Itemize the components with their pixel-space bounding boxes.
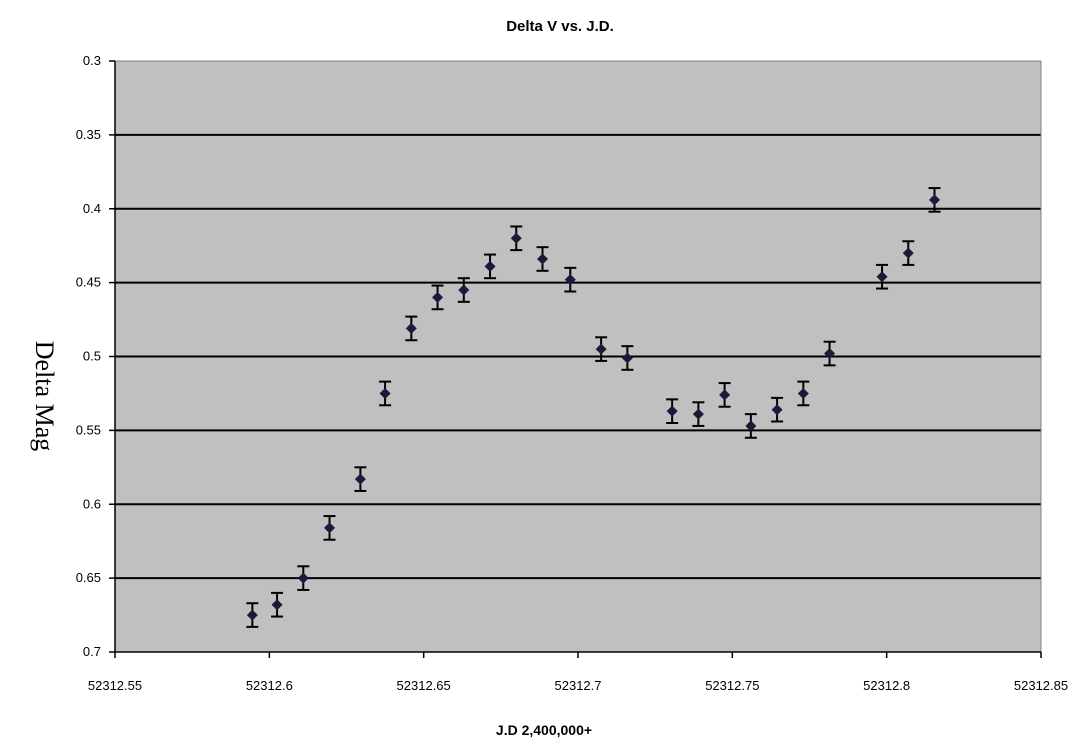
data-point bbox=[823, 340, 836, 367]
data-point bbox=[271, 591, 284, 618]
diamond-marker bbox=[902, 247, 914, 259]
diamond-marker bbox=[824, 348, 836, 360]
diamond-marker bbox=[595, 343, 607, 355]
chart-title: Delta V vs. J.D. bbox=[506, 18, 614, 35]
data-point bbox=[876, 263, 889, 290]
diamond-marker bbox=[771, 404, 783, 416]
diamond-marker bbox=[297, 572, 309, 584]
data-point bbox=[405, 315, 418, 342]
diamond-marker bbox=[621, 352, 633, 364]
x-tick-label: 52312.8 bbox=[863, 678, 910, 693]
data-point bbox=[297, 565, 310, 591]
x-tick-label: 52312.6 bbox=[246, 678, 293, 693]
diamond-marker bbox=[484, 260, 496, 272]
x-tick-label: 52312.85 bbox=[1014, 678, 1068, 693]
diamond-marker bbox=[405, 322, 417, 334]
data-point bbox=[431, 284, 444, 311]
diamond-marker bbox=[692, 408, 704, 420]
y-tick-label: 0.5 bbox=[83, 349, 101, 364]
y-axis-label: Delta Mag bbox=[30, 341, 59, 451]
y-tick-label: 0.35 bbox=[76, 127, 101, 142]
data-point bbox=[744, 413, 757, 439]
data-point bbox=[666, 398, 679, 424]
y-tick-label: 0.45 bbox=[76, 275, 101, 290]
data-point bbox=[457, 277, 470, 303]
diamond-marker bbox=[271, 599, 283, 611]
data-point bbox=[902, 240, 915, 266]
diamond-marker bbox=[432, 291, 444, 303]
y-tick-label: 0.6 bbox=[83, 496, 101, 511]
data-point bbox=[928, 187, 941, 213]
y-tick-label: 0.7 bbox=[83, 644, 101, 659]
data-point bbox=[621, 345, 634, 371]
diamond-marker bbox=[458, 284, 470, 296]
x-ticks: 52312.55 52312.6 52312.65 52312.7 52312.75 52… bbox=[88, 652, 1068, 693]
x-tick-label: 52312.75 bbox=[705, 678, 759, 693]
data-point bbox=[323, 515, 336, 541]
y-tick-label: 0.65 bbox=[76, 570, 101, 585]
x-axis-label: J.D 2,400,000+ bbox=[496, 722, 592, 738]
data-point bbox=[379, 380, 392, 407]
data-point bbox=[771, 396, 784, 423]
data-point bbox=[536, 246, 549, 272]
diamond-marker bbox=[929, 194, 941, 206]
data-point bbox=[510, 225, 523, 252]
x-tick-label: 52312.7 bbox=[555, 678, 602, 693]
diamond-marker bbox=[745, 420, 757, 432]
data-point bbox=[797, 380, 810, 407]
y-tick-label: 0.55 bbox=[76, 422, 101, 437]
diamond-marker bbox=[564, 274, 576, 286]
diamond-marker bbox=[797, 387, 809, 399]
x-tick-label: 52312.55 bbox=[88, 678, 142, 693]
data-point bbox=[564, 266, 577, 293]
data-point bbox=[718, 382, 731, 408]
gridlines bbox=[115, 60, 1042, 652]
diamond-marker bbox=[379, 387, 391, 399]
data-points bbox=[246, 187, 941, 628]
diamond-marker bbox=[246, 609, 258, 621]
diamond-marker bbox=[666, 405, 678, 417]
diamond-marker bbox=[510, 232, 522, 244]
diamond-marker bbox=[719, 389, 731, 401]
x-tick-label: 52312.65 bbox=[397, 678, 451, 693]
data-point bbox=[246, 602, 259, 628]
diamond-marker bbox=[354, 473, 366, 485]
data-point bbox=[484, 253, 497, 280]
data-point bbox=[595, 336, 608, 362]
diamond-marker bbox=[324, 522, 336, 534]
data-point bbox=[354, 466, 367, 492]
data-point bbox=[692, 401, 705, 427]
y-tick-label: 0.4 bbox=[83, 201, 101, 216]
diamond-marker bbox=[537, 253, 549, 265]
y-ticks: 0.3 0.35 0.4 0.45 0.5 0.55 0.6 0.65 0.7 bbox=[76, 53, 115, 659]
y-tick-label: 0.3 bbox=[83, 53, 101, 68]
diamond-marker bbox=[876, 271, 888, 283]
